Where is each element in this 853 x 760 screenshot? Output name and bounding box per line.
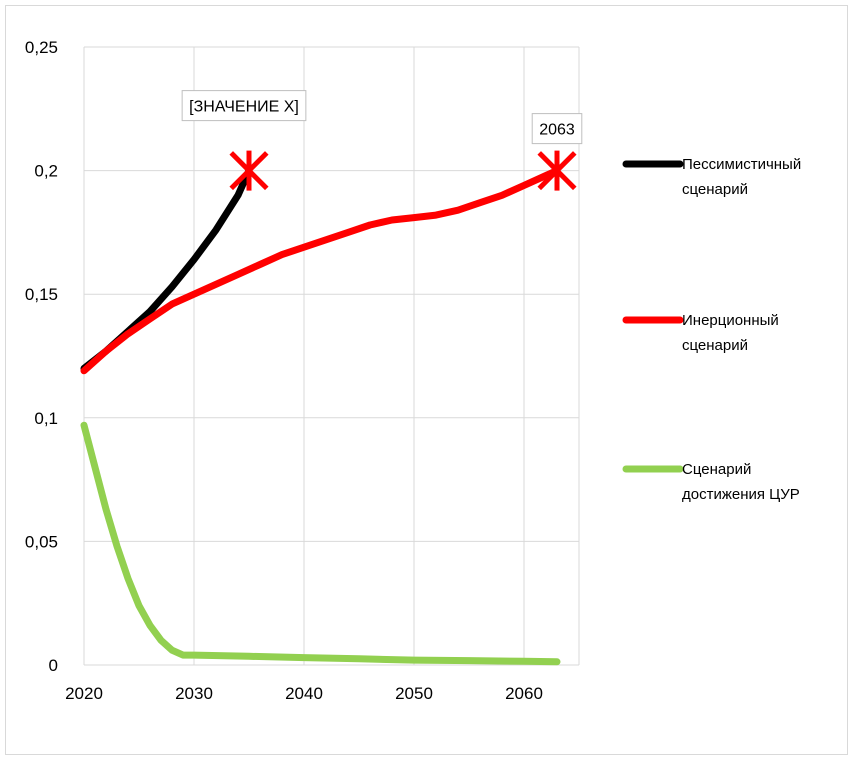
legend-entry-2: Инерционный сценарий bbox=[622, 312, 779, 354]
legend-label: достижения ЦУР bbox=[682, 486, 800, 503]
data-label: [ЗНАЧЕНИЕ X] bbox=[181, 90, 307, 122]
legend-label: Инерционный bbox=[682, 312, 779, 329]
x-tick-label: 2060 bbox=[505, 684, 543, 703]
y-tick-label: 0,15 bbox=[25, 285, 58, 304]
y-tick-label: 0 bbox=[49, 656, 58, 675]
legend-entry-1: Пессимистичный сценарий bbox=[622, 156, 801, 198]
series-line-3 bbox=[80, 421, 561, 666]
legend-label: сценарий bbox=[682, 181, 748, 198]
axes: 0 0,05 0,1 0,15 0,2 0,25 2020 2030 2040 2050 2060 bbox=[25, 38, 543, 703]
x-tick-label: 2020 bbox=[65, 684, 103, 703]
x-tick-label: 2050 bbox=[395, 684, 433, 703]
x-tick-label: 2040 bbox=[285, 684, 323, 703]
legend-entry-3: Сценарий достижения ЦУР bbox=[622, 461, 800, 503]
end-markers bbox=[229, 150, 577, 191]
chart-area bbox=[5, 5, 848, 755]
data-label-text: 2063 bbox=[539, 122, 575, 139]
legend-label: Сценарий bbox=[682, 461, 751, 478]
x-marker bbox=[537, 150, 577, 191]
data-label-box bbox=[181, 90, 307, 122]
legend-label: сценарий bbox=[682, 337, 748, 354]
annotations: [ЗНАЧЕНИЕ X] 2063 bbox=[181, 90, 583, 145]
legend: Пессимистичный сценарий Инерционный сценари… bbox=[622, 156, 801, 503]
y-tick-label: 0,2 bbox=[34, 162, 58, 181]
legend-label: Пессимистичный bbox=[682, 156, 801, 173]
y-tick-label: 0,25 bbox=[25, 38, 58, 57]
series-lines bbox=[80, 167, 561, 666]
series-line-2 bbox=[80, 167, 561, 375]
data-label-text: [ЗНАЧЕНИЕ X] bbox=[189, 99, 299, 116]
x-tick-label: 2030 bbox=[175, 684, 213, 703]
x-marker bbox=[229, 150, 269, 191]
y-tick-label: 0,1 bbox=[34, 409, 58, 428]
gridlines bbox=[83, 46, 580, 666]
y-tick-label: 0,05 bbox=[25, 532, 58, 551]
series-line-1 bbox=[80, 167, 253, 372]
data-label: 2063 bbox=[531, 113, 583, 145]
data-label-box bbox=[531, 113, 583, 145]
